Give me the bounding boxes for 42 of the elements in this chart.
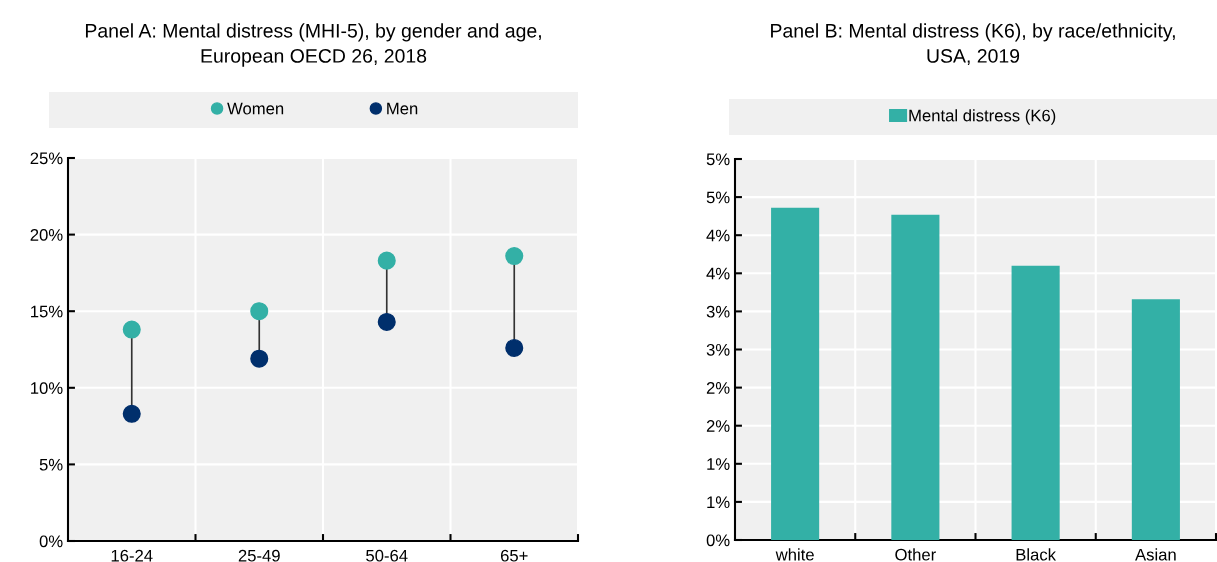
legend-label: Mental distress (K6) <box>909 109 1056 125</box>
legend-label: Men <box>387 102 418 115</box>
x-tick-label: 25-49 <box>238 549 280 562</box>
y-tick-label: 0% <box>39 535 63 548</box>
point <box>377 312 396 331</box>
point <box>250 349 269 368</box>
x-tick-label: Other <box>895 548 936 561</box>
chart-title: Panel B: Mental distress (K6), by race/ethnicity, USA, 2019 <box>771 23 1175 66</box>
bar <box>771 207 820 540</box>
y-tick-label: 2% <box>706 420 730 432</box>
y-tick-label: 5% <box>706 191 730 204</box>
bar <box>891 214 940 540</box>
y-tick-label: 20% <box>30 229 63 241</box>
point <box>122 320 141 339</box>
y-tick-label: 3% <box>706 305 730 318</box>
x-tick-label: Asian <box>1135 548 1176 561</box>
y-tick-label: 15% <box>31 305 63 318</box>
bar <box>1011 265 1060 540</box>
legend-label: Women <box>227 102 284 115</box>
y-tick-label: 4% <box>706 229 730 242</box>
x-tick-label: 50-64 <box>366 549 408 562</box>
x-tick-label: 16-24 <box>111 549 153 562</box>
point <box>505 247 524 266</box>
chart-title: Panel A: Mental distress (MHI-5), by gender and age, European OECD 26, 2018 <box>85 23 541 67</box>
x-tick-label: 65+ <box>500 549 528 562</box>
y-tick-label: 2% <box>706 382 730 394</box>
point <box>250 302 269 321</box>
y-tick-label: 5% <box>39 458 63 471</box>
y-tick-label: 25% <box>30 152 63 165</box>
y-tick-label: 10% <box>31 382 63 394</box>
x-tick-label: white <box>775 548 814 561</box>
y-tick-label: 0% <box>706 534 730 547</box>
y-tick-label: 4% <box>706 267 730 280</box>
bar <box>1131 299 1180 540</box>
y-tick-label: 1% <box>707 496 730 509</box>
y-tick-label: 1% <box>707 458 730 470</box>
y-tick-label: 3% <box>706 343 730 356</box>
point <box>377 251 396 270</box>
x-tick-label: Black <box>1016 548 1057 561</box>
y-tick-label: 5% <box>706 153 730 166</box>
point <box>505 338 524 357</box>
point <box>122 404 141 423</box>
